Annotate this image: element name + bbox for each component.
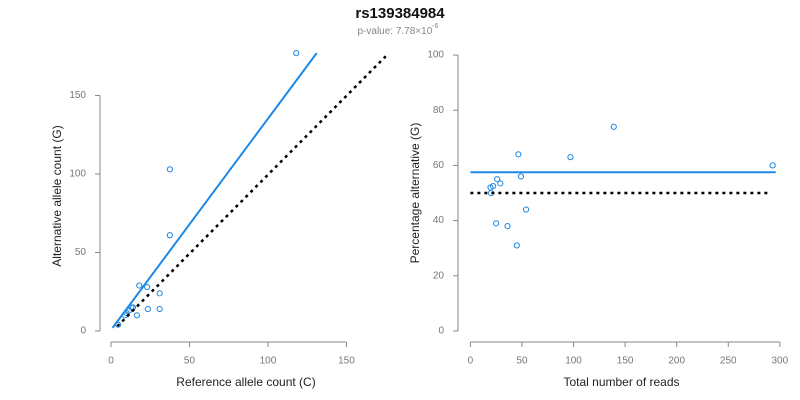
point [504,223,511,230]
point [513,242,520,249]
x-axis-label: Reference allele count (C) [176,375,315,389]
point [156,305,163,313]
point [769,162,776,169]
point [166,166,173,173]
point [567,154,574,161]
y-tick-label: 80 [433,105,445,116]
x-tick-label: 300 [771,356,788,367]
x-tick-label: 100 [565,356,582,367]
point [144,305,151,313]
point [166,232,173,239]
point [136,282,143,289]
x-axis-label: Total number of reads [563,375,679,389]
subtitle-exponent: -6 [432,23,438,30]
point [610,123,617,130]
point [143,283,151,291]
x-tick-label: 50 [516,356,528,367]
y-tick-label: 0 [80,326,86,337]
reference-line [116,55,387,328]
x-tick-label: 0 [468,356,474,367]
point [133,312,140,319]
x-tick-label: 150 [617,356,634,367]
subtitle-text: p-value: 7.78×10 [357,26,432,37]
y-tick-label: 100 [427,50,444,61]
fit-line [111,52,318,329]
point [293,50,300,57]
chart-title: rs139384984 [355,5,445,22]
x-tick-label: 250 [720,356,737,367]
point [522,206,530,213]
y-tick-label: 20 [433,270,445,281]
y-tick-label: 0 [438,326,444,337]
y-tick-label: 40 [433,215,445,226]
point [517,173,525,180]
point [494,176,501,183]
y-tick-label: 100 [69,169,86,180]
point [497,180,504,187]
point [515,151,522,158]
x-tick-label: 200 [668,356,685,367]
y-tick-label: 150 [69,90,86,101]
y-axis-label: Percentage alternative (G) [408,123,422,264]
x-tick-label: 50 [184,356,196,367]
point [156,290,163,297]
x-tick-label: 150 [338,356,355,367]
y-tick-label: 60 [433,160,445,171]
subtitle: p-value: 7.78×10-6 [357,23,438,37]
point [493,220,500,227]
y-tick-label: 50 [75,247,87,258]
x-tick-label: 0 [108,356,114,367]
y-axis-label: Alternative allele count (G) [50,125,64,266]
x-tick-label: 100 [260,356,277,367]
